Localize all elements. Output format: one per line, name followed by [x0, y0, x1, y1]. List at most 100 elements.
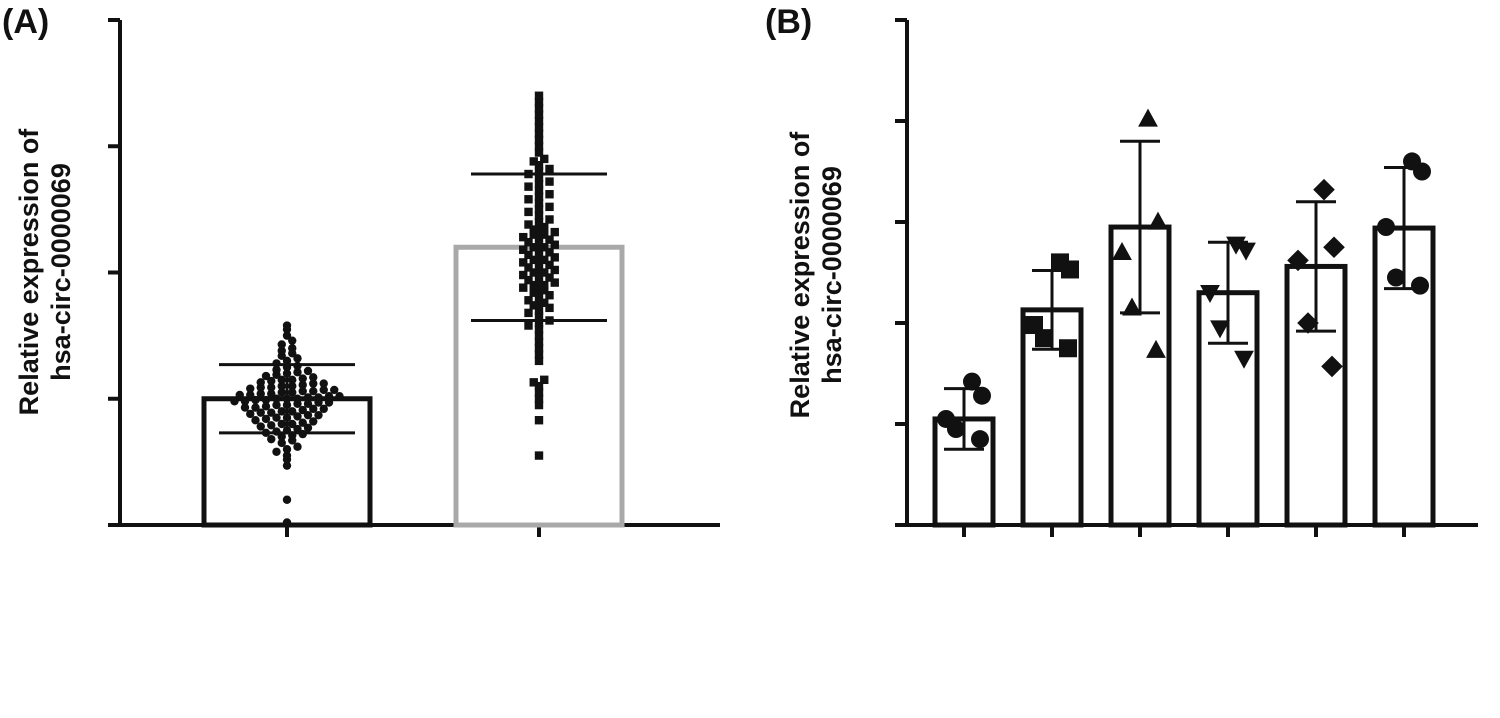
data-point — [293, 412, 302, 421]
data-point — [529, 225, 538, 234]
panel-b-label: (B) — [765, 3, 812, 41]
data-point — [534, 129, 544, 138]
data-point — [314, 410, 323, 420]
data-point — [272, 365, 281, 374]
panel-a-ylabel-line1: Relative expression of — [14, 128, 44, 416]
panel-a-marks — [201, 91, 625, 528]
data-point — [1148, 211, 1168, 230]
data-point — [324, 398, 334, 407]
data-point — [288, 375, 297, 385]
data-point — [319, 385, 328, 395]
data-point — [330, 385, 339, 395]
data-point — [1112, 241, 1132, 260]
data-point — [1377, 218, 1395, 237]
data-point — [519, 270, 528, 280]
panel-a: (A) Relative expression of hsa-circ-0000… — [2, 3, 720, 537]
data-point — [524, 263, 533, 272]
data-point — [519, 283, 528, 292]
data-point — [246, 390, 255, 400]
data-point — [309, 417, 318, 426]
data-point — [534, 104, 544, 113]
data-point — [1387, 268, 1405, 287]
data-point — [540, 298, 549, 307]
data-point — [524, 195, 533, 204]
data-point — [545, 202, 554, 212]
data-point — [524, 308, 533, 318]
data-point — [309, 386, 318, 396]
data-point — [534, 451, 544, 460]
data-point — [267, 389, 276, 398]
data-point — [524, 238, 533, 247]
data-point — [303, 410, 313, 420]
data-point — [540, 243, 549, 252]
data-point — [529, 268, 538, 277]
data-point — [971, 430, 989, 449]
data-point — [293, 354, 302, 363]
data-point — [540, 280, 549, 290]
data-point — [534, 123, 544, 132]
data-point — [319, 379, 328, 388]
data-point — [1323, 236, 1345, 259]
data-point — [261, 395, 271, 405]
data-point — [277, 388, 286, 397]
data-point — [319, 404, 328, 414]
data-point — [524, 207, 533, 217]
data-point — [1313, 178, 1335, 201]
data-point — [524, 321, 533, 330]
data-point — [524, 250, 533, 260]
data-point — [277, 432, 286, 441]
data-point — [963, 372, 981, 391]
data-point — [540, 285, 549, 295]
panel-b-marks — [932, 108, 1436, 528]
data-point — [550, 265, 559, 275]
data-point — [288, 381, 297, 391]
data-point — [303, 366, 313, 376]
data-point — [256, 408, 265, 417]
data-point — [267, 421, 276, 430]
data-point — [277, 375, 286, 385]
data-point — [298, 386, 307, 396]
data-point — [282, 495, 292, 504]
data-point — [534, 97, 544, 107]
data-point — [288, 388, 297, 397]
data-point — [973, 386, 991, 405]
data-point — [1297, 312, 1319, 334]
data-point — [288, 419, 297, 429]
data-point — [550, 227, 559, 237]
data-point — [519, 245, 528, 254]
data-point — [1321, 355, 1343, 378]
data-point — [545, 273, 554, 282]
data-point — [1411, 276, 1429, 295]
data-point — [529, 243, 538, 252]
data-point — [534, 135, 544, 145]
data-point — [303, 399, 313, 408]
data-point — [298, 405, 307, 415]
data-point — [1200, 285, 1220, 304]
data-point — [303, 393, 313, 402]
data-point — [524, 182, 533, 191]
data-point — [1413, 162, 1431, 181]
data-point — [550, 278, 559, 287]
data-point — [277, 438, 286, 448]
data-point — [251, 395, 260, 405]
data-point — [534, 400, 544, 410]
panel-b-ylabel: Relative expression of hsa-circ-0000069 — [785, 131, 847, 419]
data-point — [261, 371, 271, 381]
data-point — [550, 240, 559, 249]
data-point — [272, 447, 281, 456]
data-point — [534, 337, 544, 347]
data-point — [534, 381, 544, 391]
data-point — [277, 346, 286, 355]
data-point — [529, 230, 538, 239]
data-point — [1138, 108, 1158, 127]
data-point — [534, 142, 544, 151]
data-point — [261, 414, 271, 424]
data-point — [519, 258, 528, 267]
panel-b-ylabel-line2: hsa-circ-0000069 — [817, 166, 847, 384]
data-point — [309, 373, 318, 382]
data-point — [524, 275, 533, 285]
data-point — [293, 442, 302, 451]
data-point — [529, 378, 538, 387]
panel-a-ylabel: Relative expression of hsa-circ-0000069 — [14, 128, 76, 416]
